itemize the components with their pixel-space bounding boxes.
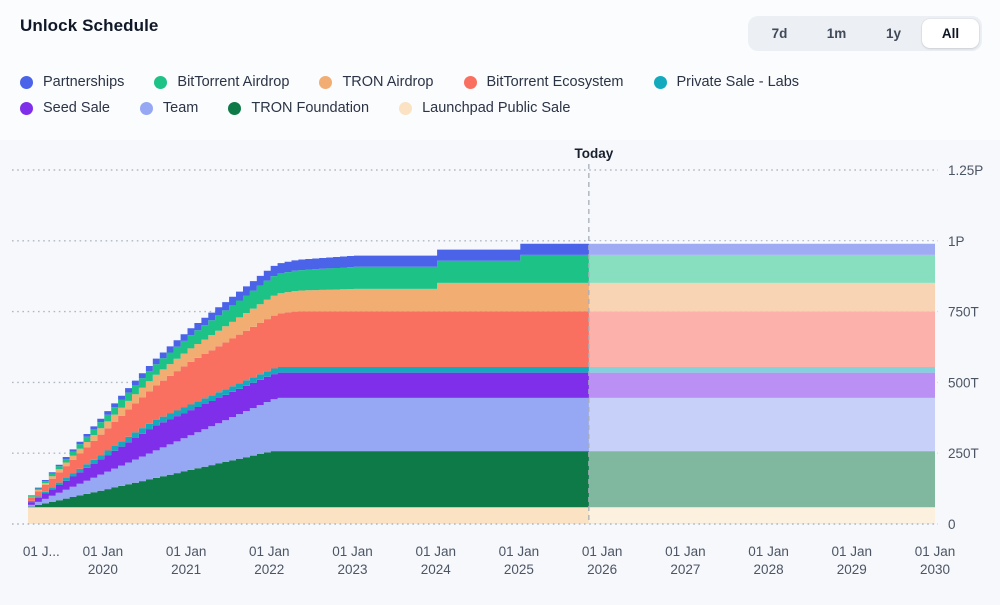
legend-row-1: Partnerships BitTorrent Airdrop TRON Airdr… <box>20 74 960 90</box>
series-band-tron-airdrop <box>28 282 935 498</box>
x-tick-label: 01 J... <box>23 544 60 559</box>
x-tick-label: 01 Jan <box>415 544 456 559</box>
x-tick-year-label: 2028 <box>754 562 784 577</box>
x-tick-label: 01 Jan <box>665 544 706 559</box>
legend-color-dot-tron-foundation <box>228 101 242 115</box>
legend-item-launchpad-public-sale[interactable]: Launchpad Public Sale <box>399 100 570 116</box>
x-tick-label: 01 Jan <box>582 544 623 559</box>
series-band-bittorrent-ecosystem <box>28 311 935 501</box>
legend-label: Launchpad Public Sale <box>422 100 571 116</box>
x-tick-year-label: 2025 <box>504 562 534 577</box>
legend-item-bittorrent-airdrop[interactable]: BitTorrent Airdrop <box>154 74 289 90</box>
chart-header: Unlock Schedule 7d 1m 1y All Partnerships Bi… <box>0 0 1000 140</box>
legend-label: Seed Sale <box>43 100 110 116</box>
x-tick-label: 01 Jan <box>83 544 124 559</box>
y-tick-label-500t: 500T <box>948 375 979 390</box>
time-range-selector: 7d 1m 1y All <box>748 16 982 51</box>
page-title: Unlock Schedule <box>20 16 159 35</box>
legend-color-dot-seed-sale <box>20 101 33 115</box>
series-band-bittorrent-airdrop <box>28 254 935 497</box>
legend-item-team[interactable]: Team <box>139 100 199 116</box>
today-label: Today <box>574 146 613 161</box>
legend-label: Team <box>162 100 199 116</box>
legend-label: Private Sale - Labs <box>676 74 800 90</box>
x-tick-year-label: 2027 <box>670 562 700 577</box>
x-tick-label: 01 Jan <box>832 544 873 559</box>
chart-root: Today 0 250T 500T 750T 1P 1.25P 01 J... 01 Jan 20… <box>12 146 983 577</box>
legend-label: Partnerships <box>43 74 125 90</box>
future-fade-overlay <box>588 241 935 524</box>
series-band-team <box>28 397 935 507</box>
x-tick-year-label: 2029 <box>837 562 867 577</box>
stacked-area-chart-canvas[interactable]: Today 0 250T 500T 750T 1P 1.25P 01 J... 01 Jan 20… <box>0 140 1000 600</box>
legend-color-dot-private-sale-labs <box>653 75 667 89</box>
legend-item-tron-airdrop[interactable]: TRON Airdrop <box>319 74 434 90</box>
legend-color-dot-partnerships <box>20 75 33 89</box>
range-button-7d[interactable]: 7d <box>751 19 808 48</box>
legend-color-dot-bittorrent-ecosystem <box>463 75 477 89</box>
y-axis-labels: 0 250T 500T 750T 1P 1.25P <box>948 163 983 532</box>
legend-color-dot-bittorrent-airdrop <box>154 75 168 89</box>
series-bands <box>28 243 935 524</box>
legend-color-dot-team <box>139 101 153 115</box>
x-tick-label: 01 Jan <box>499 544 540 559</box>
x-tick-label: 01 Jan <box>748 544 789 559</box>
x-tick-year-label: 2024 <box>421 562 452 577</box>
legend-color-dot-launchpad-public-sale <box>399 101 413 115</box>
legend-label: BitTorrent Airdrop <box>177 74 290 90</box>
unlock-schedule-chart[interactable]: Today 0 250T 500T 750T 1P 1.25P 01 J... 01 Jan 20… <box>0 140 1000 600</box>
series-band-seed-sale <box>28 372 935 505</box>
legend-color-dot-tron-airdrop <box>319 75 333 89</box>
y-tick-label-1p: 1P <box>948 234 965 249</box>
legend-item-partnerships[interactable]: Partnerships <box>20 74 124 90</box>
y-tick-label-1-25p: 1.25P <box>948 163 983 178</box>
y-tick-label-750t: 750T <box>948 305 979 320</box>
x-tick-year-label: 2020 <box>88 562 118 577</box>
y-tick-label-0: 0 <box>948 517 956 532</box>
x-tick-year-label: 2021 <box>171 562 201 577</box>
legend-item-tron-foundation[interactable]: TRON Foundation <box>228 100 369 116</box>
x-tick-year-label: 2023 <box>337 562 367 577</box>
x-tick-year-label: 2026 <box>587 562 617 577</box>
x-tick-label: 01 Jan <box>915 544 956 559</box>
x-axis-labels: 01 J... 01 Jan 2020 01 Jan 2021 01 Jan 2022 01 … <box>23 544 955 577</box>
legend-label: TRON Foundation <box>251 100 370 116</box>
x-tick-label: 01 Jan <box>166 544 207 559</box>
legend-item-seed-sale[interactable]: Seed Sale <box>20 100 110 116</box>
y-tick-label-250t: 250T <box>948 446 979 461</box>
x-tick-label: 01 Jan <box>332 544 373 559</box>
range-button-1y[interactable]: 1y <box>865 19 922 48</box>
series-band-launchpad-public-sale <box>28 507 935 524</box>
legend-label: TRON Airdrop <box>342 74 434 90</box>
chart-legend: Partnerships BitTorrent Airdrop TRON Airdr… <box>20 74 960 116</box>
legend-item-bittorrent-ecosystem[interactable]: BitTorrent Ecosystem <box>463 74 624 90</box>
x-tick-year-label: 2022 <box>254 562 284 577</box>
range-button-1m[interactable]: 1m <box>808 19 865 48</box>
legend-item-private-sale-labs[interactable]: Private Sale - Labs <box>653 74 800 90</box>
legend-row-2: Seed Sale Team TRON Foundation Launchpad Pu… <box>20 100 960 116</box>
range-button-all[interactable]: All <box>922 19 979 48</box>
x-tick-year-label: 2030 <box>920 562 950 577</box>
legend-label: BitTorrent Ecosystem <box>486 74 624 90</box>
x-tick-label: 01 Jan <box>249 544 290 559</box>
series-band-tron-foundation <box>28 451 935 508</box>
